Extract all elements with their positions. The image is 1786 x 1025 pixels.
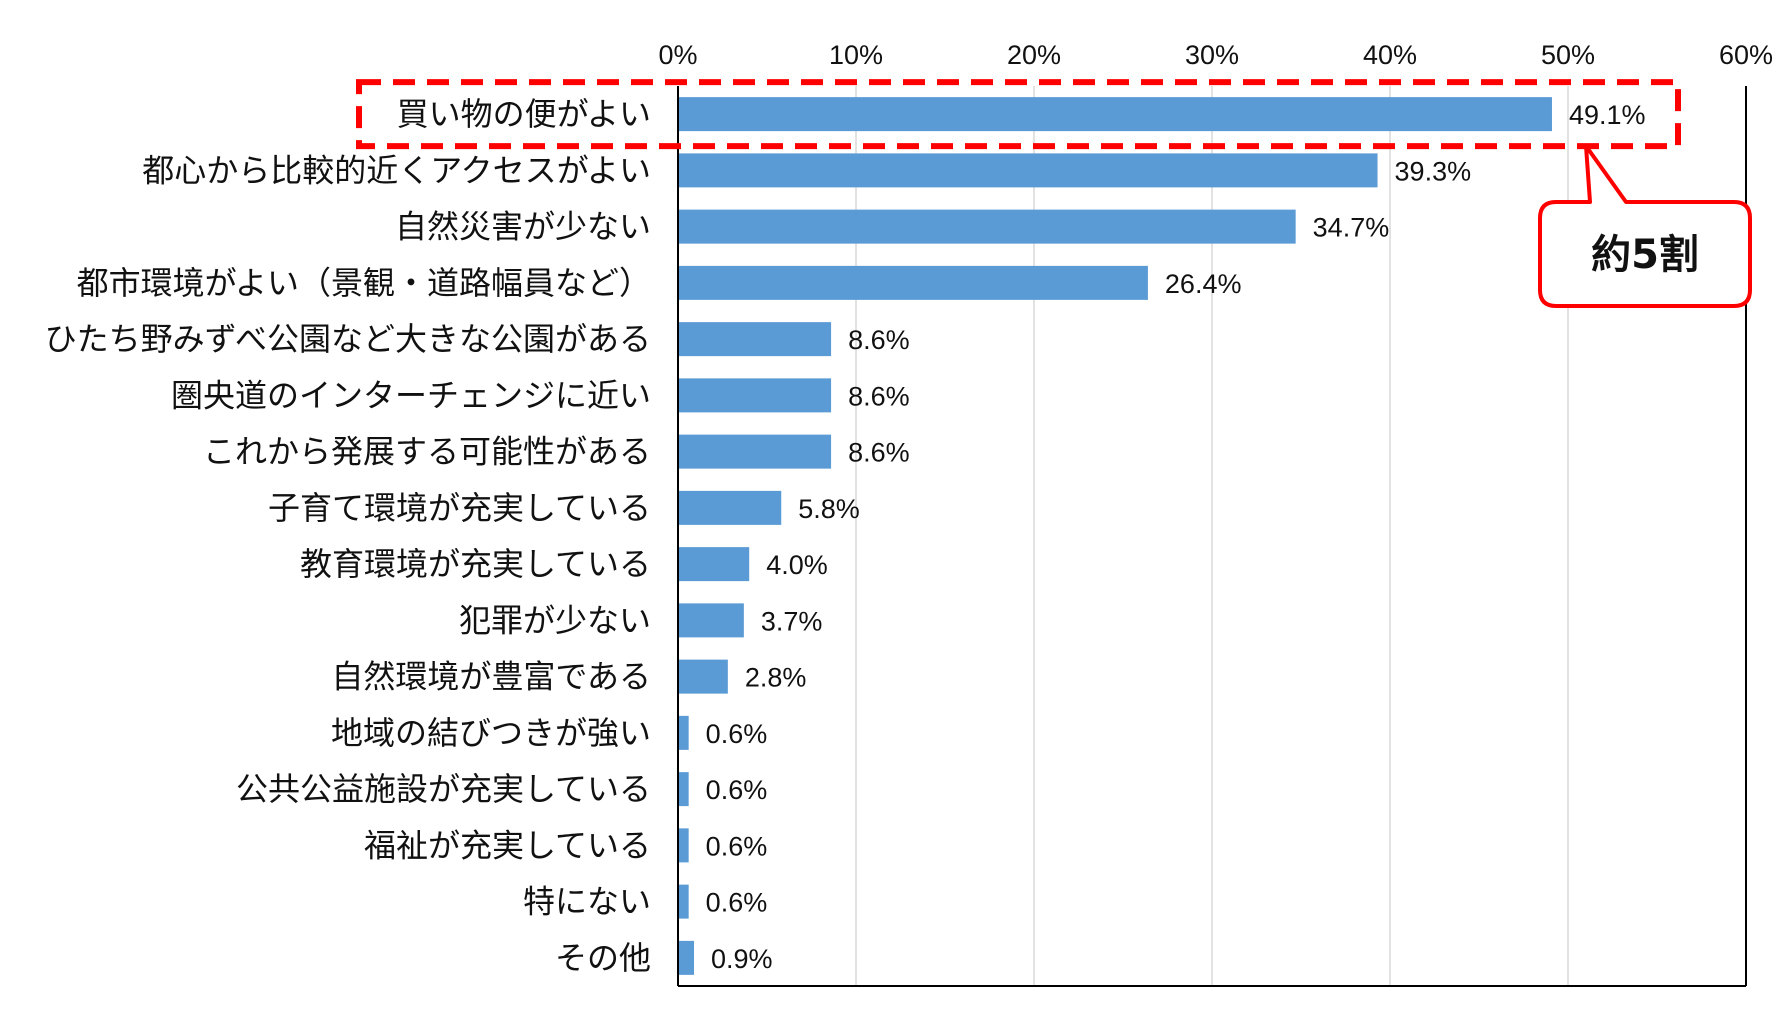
callout-text: 約5割 [1591, 232, 1699, 278]
bar [678, 884, 689, 919]
category-label: 自然環境が豊富である [331, 658, 651, 696]
category-label: 特にない [523, 883, 651, 921]
category-label: 買い物の便がよい [397, 95, 651, 133]
highlight-dashed-box [356, 79, 1681, 150]
category-label: 地域の結びつきが強い [331, 714, 651, 752]
bar [678, 828, 689, 863]
bar [678, 659, 728, 694]
bar [678, 265, 1148, 300]
data-label: 8.6% [848, 325, 910, 355]
labels: 0% 10% 20% 30% 40% 50% 60% 買い物の便がよい 49.1% 都心から比較的… [45, 40, 1773, 977]
category-label: 福祉が充実している [364, 826, 651, 864]
data-label: 8.6% [848, 438, 910, 468]
data-label: 39.3% [1395, 156, 1472, 186]
callout-bubble [1538, 144, 1752, 308]
data-label: 4.0% [766, 550, 828, 580]
data-label: 0.6% [706, 775, 768, 805]
x-tick-label: 60% [1719, 40, 1773, 70]
bar [678, 603, 744, 638]
data-label: 2.8% [745, 663, 807, 693]
bar [678, 940, 695, 975]
x-tick-label: 50% [1541, 40, 1595, 70]
x-tick-label: 10% [829, 40, 883, 70]
x-tick-label: 20% [1007, 40, 1061, 70]
category-label: 公共公益施設が充実している [236, 770, 651, 808]
data-label: 5.8% [798, 494, 860, 524]
bar [678, 490, 782, 525]
data-label: 26.4% [1165, 269, 1242, 299]
bar [678, 434, 832, 469]
data-label: 49.1% [1569, 100, 1646, 130]
bar [678, 153, 1378, 188]
category-label: 自然災害が少ない [395, 208, 651, 246]
bar [678, 97, 1552, 132]
data-label: 3.7% [761, 606, 823, 636]
category-label: 都心から比較的近くアクセスがよい [142, 151, 651, 189]
category-label: 子育て環境が充実している [268, 489, 651, 527]
data-label: 0.6% [706, 831, 768, 861]
category-label: ひたち野みずべ公園など大きな公園がある [45, 320, 651, 358]
data-label: 8.6% [848, 381, 910, 411]
category-label: 犯罪が少ない [459, 601, 651, 639]
bar [678, 209, 1296, 244]
bar [678, 715, 689, 750]
data-label: 0.6% [706, 888, 768, 918]
category-label: 教育環境が充実している [300, 545, 651, 583]
bar [678, 772, 689, 807]
x-tick-label: 30% [1185, 40, 1239, 70]
bar [678, 547, 750, 582]
category-label: これから発展する可能性がある [203, 433, 651, 471]
category-label: その他 [555, 939, 651, 977]
x-tick-label: 0% [658, 40, 697, 70]
category-label: 圏央道のインターチェンジに近い [171, 376, 651, 414]
data-label: 34.7% [1313, 213, 1390, 243]
bars [678, 97, 1552, 975]
annotations: 約5割 [356, 79, 1752, 308]
data-label: 0.9% [711, 944, 773, 974]
x-tick-label: 40% [1363, 40, 1417, 70]
bar [678, 322, 832, 357]
bar [678, 378, 832, 413]
data-label: 0.6% [706, 719, 768, 749]
category-label: 都市環境がよい（景観・道路幅員など） [77, 264, 651, 302]
